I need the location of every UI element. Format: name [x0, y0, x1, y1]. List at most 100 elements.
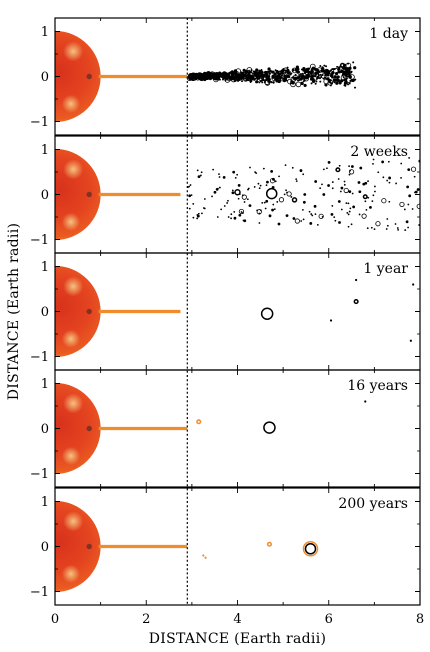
debris-particle: [329, 84, 332, 87]
debris-particle: [287, 70, 290, 73]
debris-particle: [188, 207, 191, 210]
panel-plot-area: [55, 148, 420, 241]
debris-particle: [352, 61, 355, 64]
debris-particle: [248, 204, 252, 208]
debris-particle: [285, 79, 288, 82]
debris-particle: [408, 157, 411, 159]
debris-particle: [270, 70, 273, 73]
debris-particle: [285, 214, 289, 218]
y-tick-label: 1: [41, 495, 49, 510]
debris-particle: [234, 72, 238, 76]
debris-particle: [314, 75, 317, 78]
debris-particle: [221, 75, 224, 78]
panel-plot-area: [55, 500, 319, 593]
debris-particle: [373, 228, 376, 231]
debris-particle: [235, 68, 242, 74]
debris-particle: [333, 75, 337, 79]
debris-particle: [331, 72, 334, 75]
debris-particle: [377, 171, 380, 174]
debris-particle: [196, 169, 199, 172]
debris-particle: [266, 180, 269, 184]
debris-particle: [226, 202, 229, 204]
debris-particle: [256, 209, 262, 215]
debris-particle: [301, 209, 304, 211]
debris-particle: [343, 79, 346, 82]
debris-particle: [200, 171, 203, 174]
small-particle: [364, 400, 367, 403]
earth-highlight: [63, 393, 84, 414]
debris-particle: [272, 71, 275, 74]
debris-particle: [244, 71, 247, 74]
y-tick-label: 1: [41, 377, 49, 392]
earth-highlight: [63, 511, 84, 532]
debris-particle: [335, 81, 339, 85]
debris-particle: [338, 70, 341, 73]
debris-particle: [337, 68, 340, 71]
debris-particle: [223, 71, 227, 75]
debris-particle: [237, 197, 240, 200]
debris-particle: [319, 80, 322, 83]
debris-particle: [201, 74, 204, 77]
debris-particle: [343, 183, 346, 186]
debris-particle: [238, 208, 245, 215]
debris-particle: [192, 203, 195, 205]
debris-particle: [302, 80, 305, 83]
debris-particle: [276, 201, 279, 203]
debris-particle: [265, 184, 268, 187]
debris-particle: [407, 203, 410, 206]
earth-dark-spot: [86, 191, 92, 198]
debris-particle: [358, 213, 361, 216]
debris-particle: [300, 68, 303, 71]
debris-particle: [346, 62, 349, 65]
debris-particle: [252, 70, 255, 73]
debris-particle: [329, 69, 332, 72]
debris-particle: [299, 75, 302, 78]
debris-particle: [277, 222, 281, 226]
debris-particle: [408, 194, 412, 198]
debris-particle: [246, 67, 253, 73]
debris-particle: [190, 194, 193, 197]
debris-particle: [267, 67, 271, 71]
debris-particle: [333, 81, 336, 84]
debris-particle: [256, 76, 263, 83]
debris-particle: [340, 208, 343, 211]
debris-particle: [309, 63, 316, 70]
debris-particle: [247, 188, 249, 191]
debris-particle: [203, 71, 207, 75]
debris-particle: [244, 74, 248, 78]
debris-particle: [190, 75, 194, 79]
debris-particle: [358, 190, 362, 194]
earth-dark-spot: [86, 73, 92, 80]
debris-particle: [350, 223, 353, 226]
debris-particle: [192, 72, 198, 79]
y-tick-label: −1: [30, 115, 49, 130]
debris-particle: [237, 183, 241, 187]
debris-particle: [281, 69, 285, 73]
debris-particle: [348, 169, 355, 175]
earth-disk: [55, 500, 101, 593]
debris-particle: [346, 77, 352, 83]
x-tick-label: 8: [416, 612, 424, 627]
panel-time-label: 200 years: [338, 496, 408, 512]
panel-3: 1 0 −1 1 year: [30, 252, 421, 371]
earth-dark-spot: [86, 425, 92, 432]
debris-particle: [345, 69, 352, 75]
debris-particle: [233, 210, 236, 213]
x-tick-label: 4: [233, 612, 241, 627]
earth-disk: [55, 30, 101, 123]
panel-time-label: 1 year: [363, 261, 408, 277]
panel-1: 1 0 −1 1 day: [30, 17, 421, 136]
debris-particle: [307, 70, 311, 74]
y-tick-label: 0: [41, 305, 49, 320]
debris-particle: [272, 203, 275, 206]
debris-particle: [340, 186, 344, 190]
debris-particle: [386, 224, 389, 227]
debris-particle: [343, 81, 348, 85]
debris-particle: [315, 80, 318, 83]
small-particle: [329, 319, 333, 322]
debris-particle: [303, 83, 307, 88]
debris-particle: [259, 184, 262, 187]
debris-particle: [325, 77, 328, 80]
debris-particle: [276, 70, 279, 73]
debris-particle: [338, 164, 341, 167]
